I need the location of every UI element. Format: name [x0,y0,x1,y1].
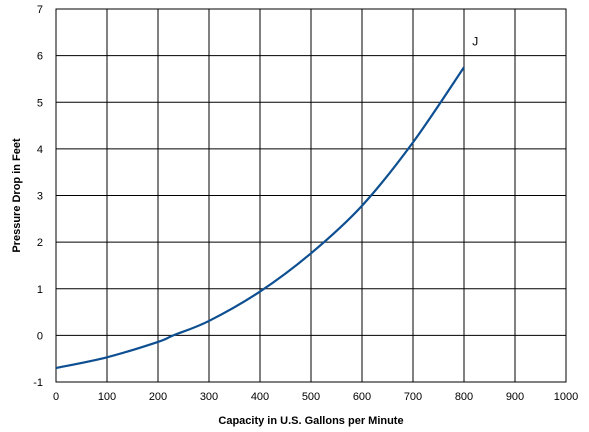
x-tick-label: 800 [455,391,473,403]
x-tick-label: 600 [353,391,371,403]
x-tick-label: 700 [404,391,422,403]
x-tick-label: 400 [251,391,269,403]
series-line-0 [55,66,465,370]
x-tick-label: 1000 [554,391,578,403]
y-tick-label: 1 [37,284,43,296]
y-tick-label: 4 [37,144,43,156]
y-tick-label: 5 [37,97,43,109]
y-tick-label: 7 [37,4,43,16]
y-tick-label: 2 [37,237,43,249]
series-layer [55,66,465,370]
x-tick-label: 300 [200,391,218,403]
x-tick-label: 900 [506,391,524,403]
grid [55,8,567,383]
plot-frame [55,8,567,383]
y-axis-title: Pressure Drop in Feet [11,138,23,253]
tick-labels: 0 100 200 300 400 500 600 700 800 900 1000 -1 0 1 2 3 4 5… [33,4,578,403]
x-tick-label: 200 [149,391,167,403]
y-tick-label: 0 [37,330,43,342]
x-tick-label: 0 [53,391,59,403]
x-tick-label: 500 [302,391,320,403]
y-tick-label: 3 [37,191,43,203]
y-tick-label: -1 [33,377,43,389]
x-tick-label: 100 [98,391,116,403]
y-tick-label: 6 [37,51,43,63]
series-annotation-j: J [472,35,478,49]
x-axis-title: Capacity in U.S. Gallons per Minute [218,415,403,427]
